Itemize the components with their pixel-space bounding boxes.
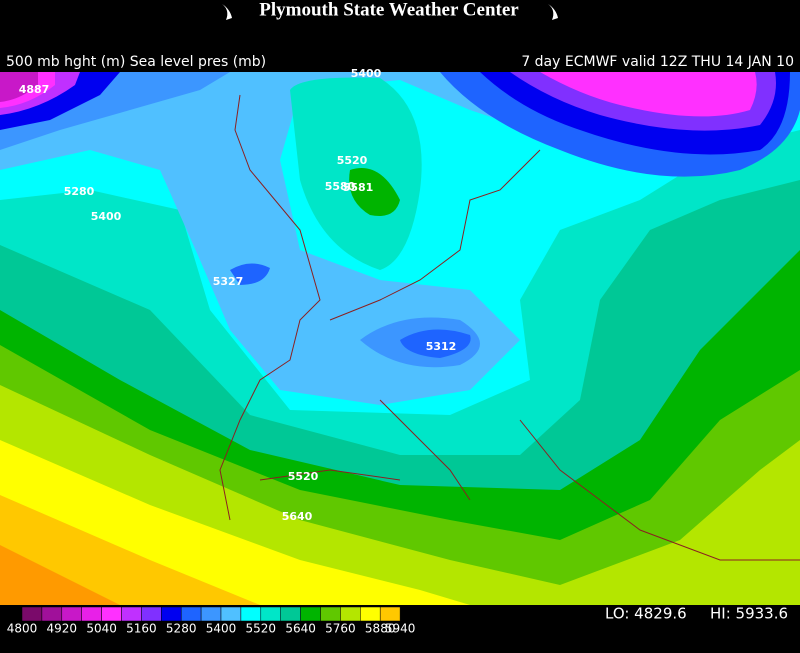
contour-label: 5580 [325,180,356,193]
lo-stat: LO: 4829.6 [605,605,687,623]
colorbar-swatch [141,606,162,622]
colorbar-swatch [101,606,122,622]
contour-label: 5280 [64,185,95,198]
colorbar-label: 5160 [126,622,157,636]
colorbar-label: 5760 [325,622,356,636]
colorbar-swatch [360,606,381,622]
contour-label: 4887 [19,83,50,96]
colorbar-swatch [200,606,222,622]
left-label: 500 mb hght (m) Sea level pres (mb) [6,54,266,70]
trough-core [349,168,400,216]
title: Plymouth State Weather Center [259,0,519,20]
colorbar-swatch [340,606,361,622]
colorbar-swatch [260,606,281,622]
colorbar-swatch [81,606,102,622]
hi-stat: HI: 5933.6 [710,605,788,623]
contour-label: 5520 [288,470,319,483]
colorbar-swatch [180,606,202,622]
colorbar-label: 5940 [385,622,416,636]
low-core [230,263,270,285]
colorbar-label: 5520 [246,622,277,636]
colorbar-swatch [320,606,341,622]
map [0,72,800,605]
colorbar-label: 4920 [47,622,78,636]
contour-label: 5581 [343,181,374,194]
colorbar-swatch [121,606,142,622]
colorbar-swatch [379,606,401,622]
borders [219,94,800,561]
colorbar-swatch [161,606,182,622]
colorbar-swatch [240,606,262,622]
title-icon-left [222,4,232,20]
colorbar-label: 5880 [365,622,396,636]
contour-label: 5312 [426,340,457,353]
colorbar-label: 4800 [7,622,38,636]
contour-label: 5400 [351,67,382,80]
colorbar-swatch [280,606,301,622]
colorbar-swatch [300,606,321,622]
band [0,72,800,405]
band [0,72,38,102]
colorbar-swatch [220,606,242,622]
low-core [400,329,471,358]
colorbar-swatch [21,606,43,622]
colorbar-swatch [61,606,82,622]
colorbar-label: 5400 [206,622,237,636]
contour-label: 5640 [282,510,313,523]
colorbar-label: 5640 [285,622,316,636]
right-label: 7 day ECMWF valid 12Z THU 14 JAN 10 [521,54,794,70]
contour-label: 5327 [213,275,244,288]
band [540,72,757,117]
colorbar-label: 5280 [166,622,197,636]
colorbar-label: 5040 [86,622,117,636]
contour-label: 5520 [337,154,368,167]
contour-label: 5400 [91,210,122,223]
colorbar-swatch [41,606,63,622]
title-icon-right [548,4,558,20]
